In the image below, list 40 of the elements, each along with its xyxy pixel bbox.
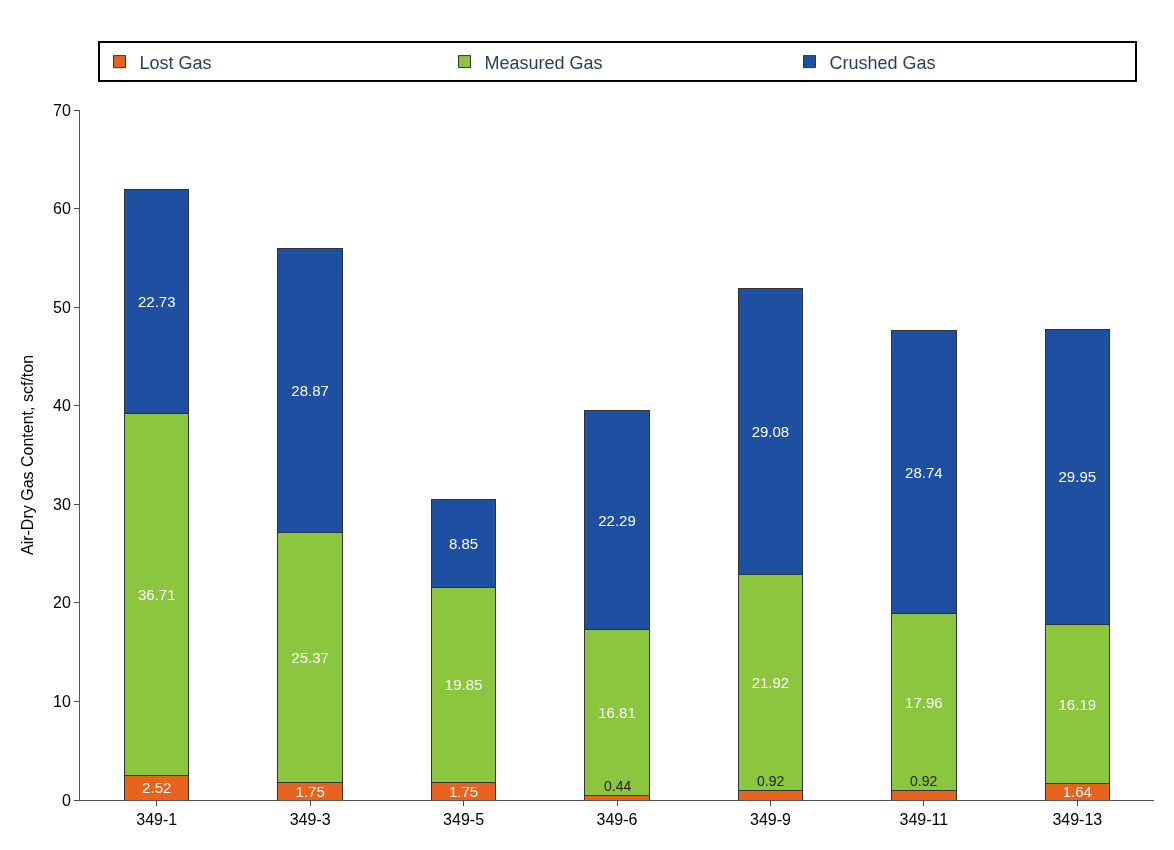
data-label: 29.95 (1058, 468, 1097, 486)
x-tick-label: 349-5 (443, 811, 485, 829)
data-label: 21.92 (751, 674, 790, 692)
data-label: 2.52 (142, 779, 172, 797)
data-label: 16.81 (598, 704, 636, 722)
data-label: 16.19 (1058, 695, 1097, 713)
y-tick-label: 60 (53, 200, 71, 218)
data-label: 28.87 (291, 381, 329, 399)
data-label: 8.85 (448, 534, 479, 552)
x-tick-label: 349-1 (136, 811, 178, 829)
data-label: 1.75 (295, 782, 325, 800)
data-label: 22.73 (137, 292, 176, 310)
y-axis-title: Air-Dry Gas Content, scf/ton (18, 354, 36, 556)
data-label: 19.85 (444, 676, 483, 694)
x-tick-label: 349-13 (1052, 811, 1103, 829)
y-tick-label: 30 (53, 495, 71, 513)
y-tick-label: 20 (53, 594, 71, 612)
data-label: 22.29 (598, 511, 636, 529)
data-label: 29.08 (751, 423, 790, 441)
y-tick-label: 0 (61, 791, 71, 809)
x-tick-label: 349-6 (596, 811, 638, 829)
legend-label: Measured Gas (484, 52, 603, 73)
data-label: 1.64 (1062, 783, 1092, 801)
data-label: 0.92 (910, 773, 938, 789)
data-label: 25.37 (291, 649, 329, 667)
x-tick-label: 349-11 (899, 811, 949, 829)
data-label: 36.71 (137, 585, 176, 603)
y-tick-label: 40 (53, 397, 71, 415)
x-tick-label: 349-3 (289, 811, 331, 829)
y-tick-label: 70 (53, 101, 71, 119)
y-tick-label: 50 (53, 298, 71, 316)
y-tick-label: 10 (53, 693, 71, 711)
data-label: 0.92 (757, 773, 785, 789)
data-label: 0.44 (604, 778, 632, 794)
data-label: 1.75 (448, 782, 479, 800)
legend-label: Lost Gas (139, 52, 212, 73)
legend-label: Crushed Gas (829, 52, 936, 73)
x-tick-label: 349-9 (749, 811, 791, 829)
data-label: 17.96 (905, 693, 943, 711)
data-label: 28.74 (905, 463, 943, 481)
